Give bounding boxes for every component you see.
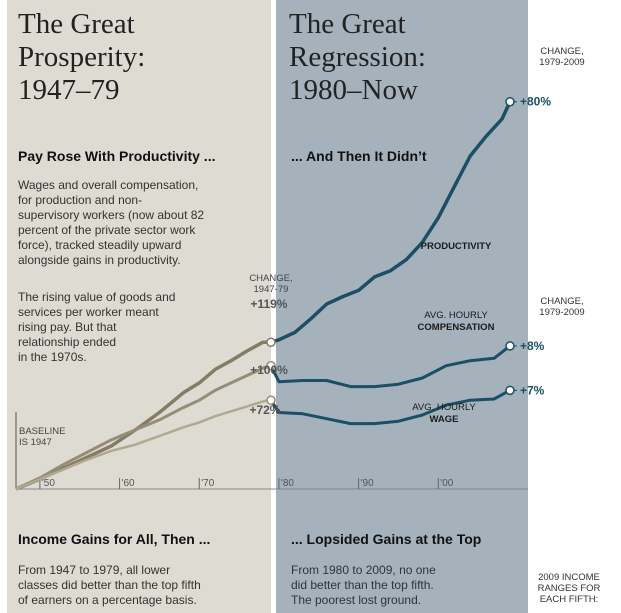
right-subhead: ... And Then It Didn’t bbox=[291, 148, 427, 164]
x-tick-label: '60 bbox=[122, 478, 135, 489]
change-1947-79-header: 1947-79 bbox=[254, 284, 289, 295]
marker-1979 bbox=[266, 337, 276, 347]
series-name-label: AVG. HOURLY bbox=[412, 402, 476, 413]
change-1947-79-header: CHANGE, bbox=[249, 273, 292, 284]
marker-2009 bbox=[505, 96, 515, 107]
right-bottom-text: From 1980 to 2009, no one did better tha… bbox=[291, 563, 436, 607]
change-1979-2009-label: +8% bbox=[520, 339, 545, 353]
series-name-label: PRODUCTIVITY bbox=[421, 241, 492, 252]
left-headline: The Great Prosperity: 1947–79 bbox=[18, 8, 146, 106]
x-tick-label: '50 bbox=[42, 478, 55, 489]
change-label-mid: CHANGE, 1979-2009 bbox=[539, 296, 585, 318]
left-bottom-subhead: Income Gains for All, Then ... bbox=[18, 531, 211, 547]
right-panel-background bbox=[276, 0, 528, 613]
marker-2009 bbox=[505, 341, 515, 351]
left-panel-background bbox=[7, 0, 271, 613]
x-axis-ticks: '50 '60 '70 '80 '90 '00 bbox=[39, 478, 454, 489]
series-line-1947-79 bbox=[15, 364, 272, 491]
series-name-label: AVG. HOURLY bbox=[424, 310, 488, 321]
marker-2009 bbox=[505, 385, 515, 396]
baseline-label: IS 1947 bbox=[19, 437, 52, 448]
left-bottom-text: From 1947 to 1979, all lower classes did… bbox=[18, 563, 201, 607]
marker-1979 bbox=[266, 360, 276, 371]
x-tick-label: '70 bbox=[201, 478, 214, 489]
change-1947-79-label: +100% bbox=[250, 363, 288, 377]
baseline-label: BASELINE bbox=[19, 426, 65, 437]
series-line-1947-79 bbox=[15, 340, 271, 491]
right-bottom-subhead: ... Lopsided Gains at the Top bbox=[291, 531, 482, 547]
series-lines bbox=[15, 100, 512, 491]
x-tick-label: '80 bbox=[281, 478, 294, 489]
series-name-label: COMPENSATION bbox=[418, 322, 495, 333]
x-tick-label: '00 bbox=[440, 478, 453, 489]
series-line-1947-79 bbox=[15, 398, 272, 491]
series-name-label: WAGE bbox=[429, 414, 458, 425]
left-paragraph-1: Wages and overall compensation, for prod… bbox=[18, 178, 205, 267]
change-1947-79-label: +72% bbox=[249, 403, 280, 417]
series-line-1980-2009 bbox=[270, 100, 512, 344]
right-headline: The Great Regression: 1980–Now bbox=[289, 8, 426, 106]
change-1979-2009-label: +80% bbox=[520, 95, 551, 109]
series-line-1980-2009 bbox=[269, 344, 511, 389]
change-1947-79-label: +119% bbox=[250, 297, 287, 311]
change-1979-2009-label: +7% bbox=[520, 383, 545, 397]
left-paragraph-2: The rising value of goods and services p… bbox=[18, 290, 176, 364]
income-ranges-label: 2009 INCOME RANGES FOR EACH FIFTH: bbox=[537, 572, 601, 605]
x-tick-label: '90 bbox=[361, 478, 374, 489]
series-line-1980-2009 bbox=[269, 388, 511, 426]
marker-1979 bbox=[266, 395, 276, 405]
change-label-top: CHANGE, 1979-2009 bbox=[539, 46, 585, 68]
left-subhead: Pay Rose With Productivity ... bbox=[18, 148, 216, 164]
series-markers bbox=[266, 96, 517, 405]
